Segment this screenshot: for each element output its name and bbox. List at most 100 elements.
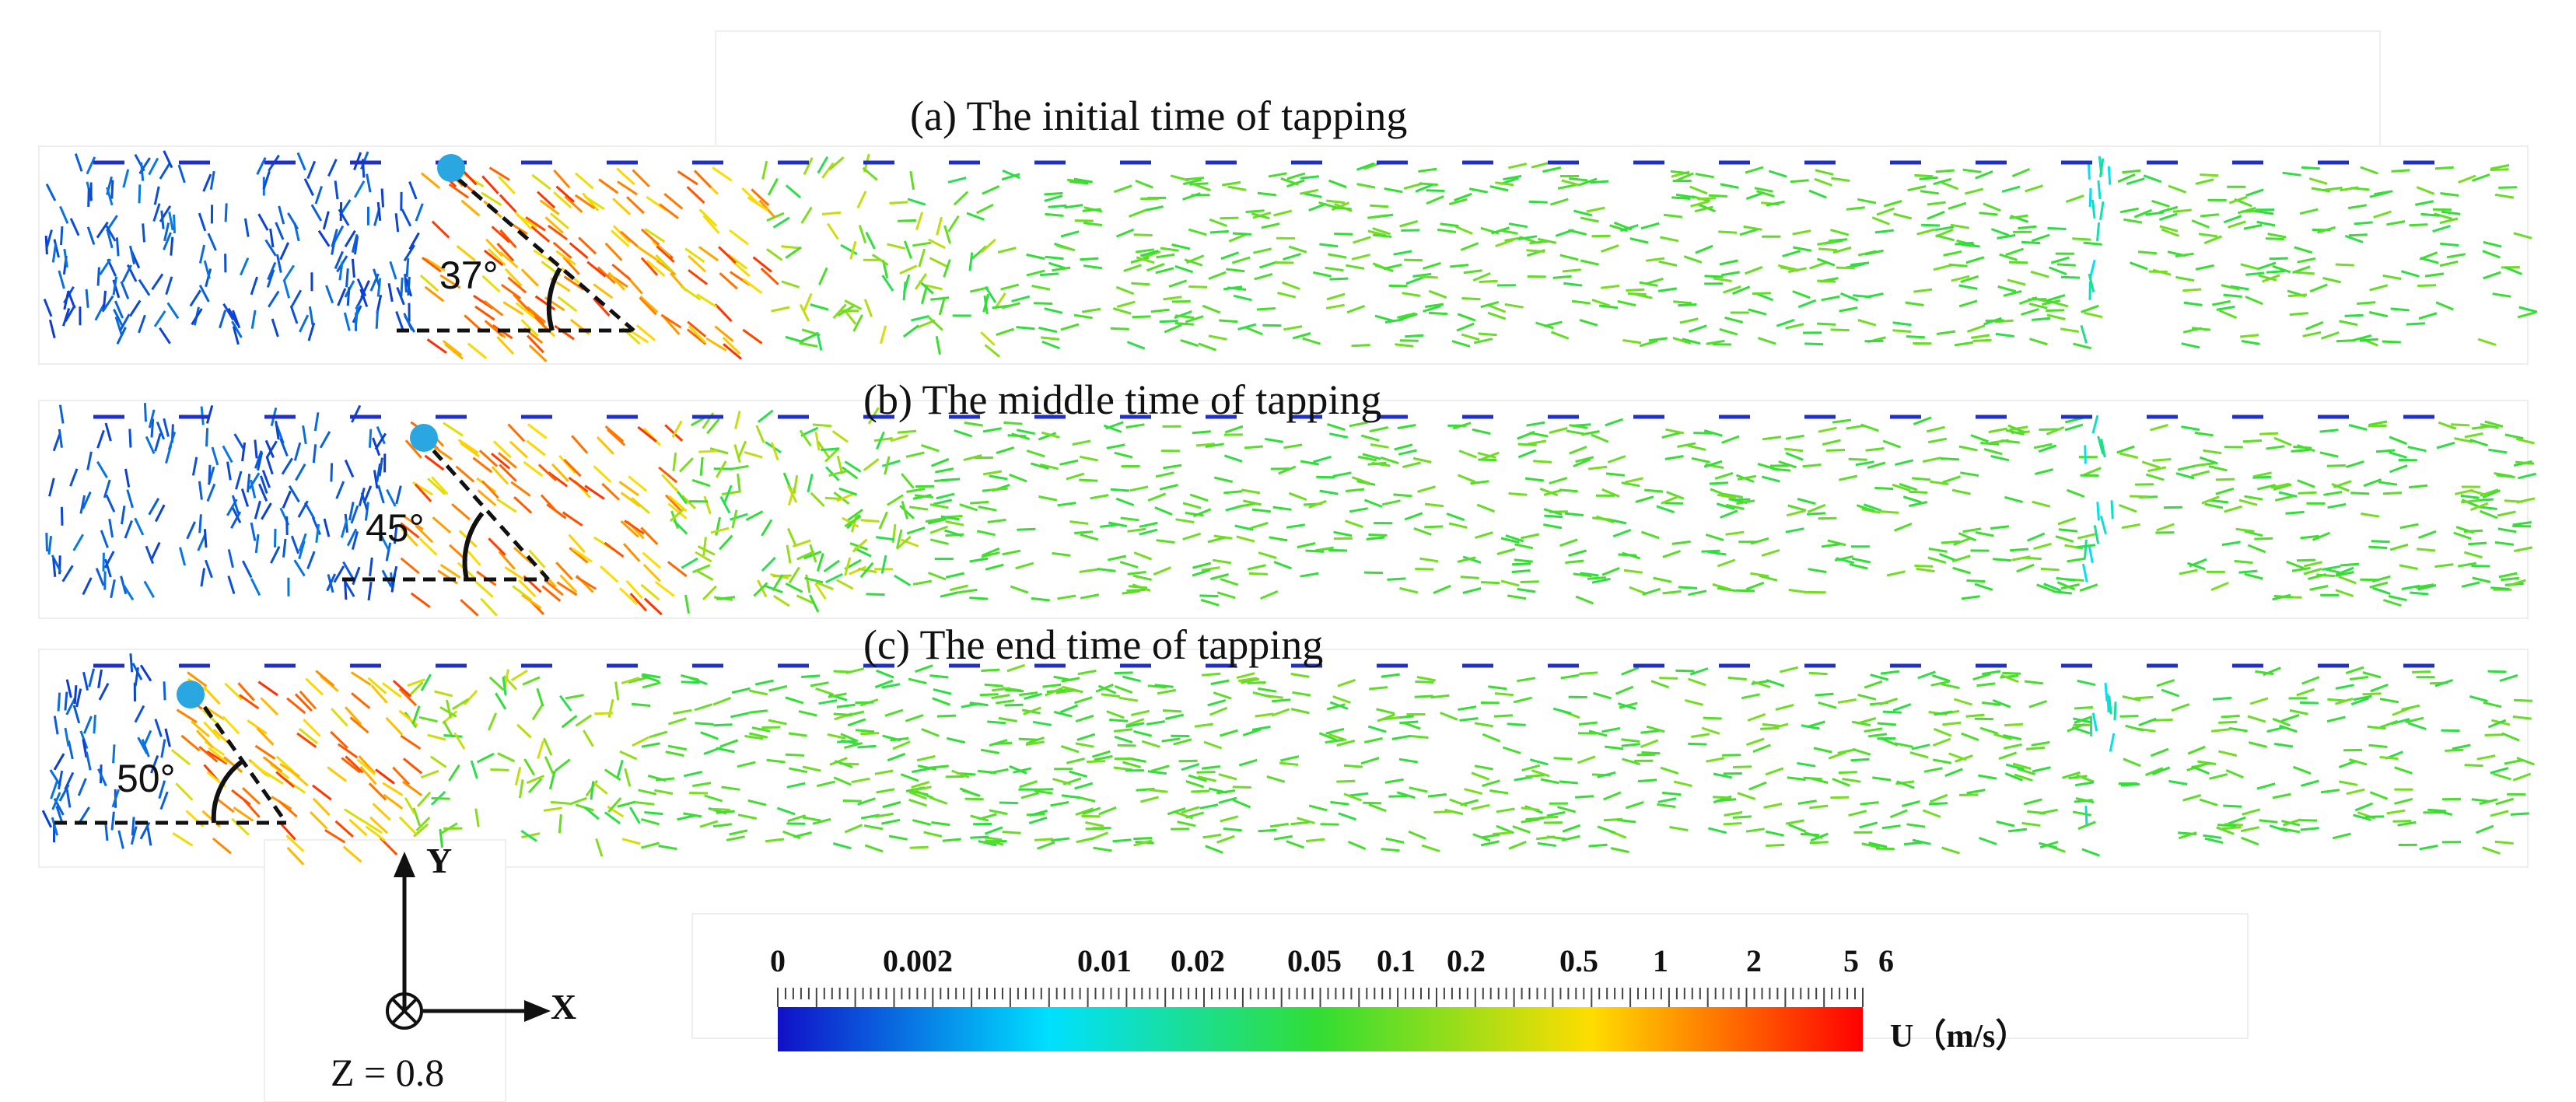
velocity-vector	[206, 750, 228, 765]
velocity-vector	[1254, 272, 1273, 281]
velocity-vector	[1499, 229, 1518, 235]
velocity-vector	[671, 420, 683, 439]
velocity-vector	[1818, 701, 1837, 709]
velocity-vector	[1463, 269, 1482, 275]
velocity-vector	[2183, 301, 2203, 306]
velocity-vector	[1017, 527, 1036, 531]
velocity-vector	[65, 789, 72, 808]
velocity-vector	[1914, 173, 1934, 178]
velocity-vector	[198, 481, 203, 500]
velocity-vector	[1688, 742, 1707, 746]
velocity-vector	[2323, 187, 2343, 191]
velocity-vector	[1941, 846, 1960, 855]
z-axis-symbol	[386, 992, 423, 1030]
velocity-vector	[2084, 806, 2088, 825]
velocity-vector	[1571, 299, 1591, 305]
velocity-vector	[1142, 250, 1161, 259]
velocity-vector	[2113, 701, 2117, 721]
velocity-vector	[1938, 552, 1958, 562]
velocity-vector	[2490, 810, 2509, 817]
velocity-vector	[2005, 763, 2025, 771]
velocity-vector	[1163, 296, 1182, 301]
velocity-vector	[636, 245, 657, 261]
velocity-vector	[355, 304, 359, 324]
velocity-vector	[1319, 243, 1339, 248]
velocity-vector	[2050, 256, 2070, 264]
velocity-vector	[799, 429, 812, 447]
velocity-vector	[1621, 743, 1640, 747]
velocity-vector	[611, 263, 632, 281]
velocity-vector	[2163, 506, 2182, 509]
velocity-vector	[95, 568, 105, 586]
velocity-vector	[984, 683, 1003, 687]
velocity-vector	[324, 829, 346, 844]
velocity-vector	[982, 547, 1000, 557]
velocity-vector	[1580, 572, 1599, 577]
velocity-vector	[1266, 775, 1286, 783]
velocity-vector	[912, 785, 932, 792]
velocity-vector	[1629, 237, 1649, 244]
velocity-vector	[1257, 191, 1276, 197]
velocity-vector	[1540, 778, 1559, 785]
velocity-vector	[96, 429, 105, 449]
velocity-vector	[352, 566, 361, 586]
velocity-vector	[1675, 669, 1695, 673]
velocity-vector	[1061, 794, 1080, 799]
velocity-vector	[902, 324, 919, 338]
velocity-vector	[709, 447, 729, 455]
velocity-vector	[1273, 209, 1293, 217]
velocity-vector	[1288, 492, 1307, 502]
colorbar-tick-label: 6	[1878, 943, 1894, 978]
velocity-vector	[1703, 460, 1723, 468]
velocity-vector	[247, 719, 268, 735]
velocity-vector	[1045, 687, 1063, 697]
velocity-vector	[748, 709, 768, 714]
velocity-vector	[395, 310, 404, 330]
velocity-vector	[240, 488, 250, 507]
velocity-vector	[684, 594, 690, 614]
velocity-vector	[659, 203, 679, 219]
velocity-vector	[464, 314, 483, 332]
velocity-vector	[1815, 169, 1834, 176]
velocity-vector	[722, 336, 741, 355]
velocity-vector	[1961, 732, 1979, 742]
velocity-vector	[1951, 554, 1971, 563]
colorbar-tick-label: 0.05	[1287, 943, 1342, 978]
velocity-vector	[1402, 461, 1421, 469]
velocity-vector	[2446, 253, 2466, 259]
velocity-vector	[1867, 461, 1886, 470]
velocity-vector	[641, 841, 660, 849]
velocity-vector	[2097, 180, 2102, 200]
velocity-vector	[1273, 561, 1293, 570]
velocity-vector	[1640, 729, 1660, 734]
velocity-vector	[844, 460, 862, 473]
velocity-vector	[1762, 436, 1782, 441]
panel-a-frame	[38, 145, 2529, 365]
velocity-vector	[1232, 232, 1251, 236]
velocity-vector	[714, 303, 733, 323]
velocity-vector	[1300, 460, 1319, 466]
velocity-vector	[575, 714, 593, 727]
velocity-vector	[1393, 250, 1412, 256]
velocity-vector	[604, 811, 621, 825]
velocity-vector	[921, 728, 940, 737]
velocity-vector	[191, 720, 210, 738]
velocity-vector	[1817, 279, 1836, 283]
velocity-vector	[402, 757, 423, 775]
velocity-vector	[1500, 537, 1520, 544]
velocity-vector	[1146, 720, 1166, 726]
velocity-vector	[899, 264, 918, 275]
velocity-vector	[2326, 715, 2346, 723]
velocity-vector	[1133, 837, 1153, 841]
velocity-vector	[1173, 738, 1192, 746]
velocity-vector	[1258, 687, 1277, 693]
angle-guides	[54, 163, 635, 825]
velocity-vector	[1592, 516, 1612, 521]
velocity-vector	[477, 489, 497, 507]
velocity-vector	[1512, 562, 1531, 566]
velocity-vector	[2194, 432, 2214, 437]
velocity-vector	[2452, 743, 2471, 750]
velocity-vector	[2371, 540, 2390, 544]
velocity-vector	[640, 817, 660, 826]
velocity-vector	[2241, 340, 2260, 345]
